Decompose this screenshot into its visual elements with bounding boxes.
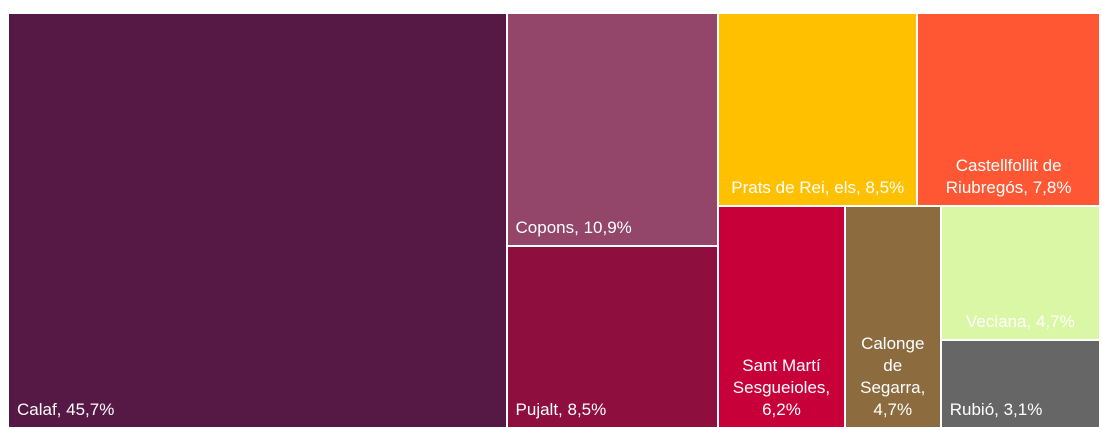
treemap-cell: Sant Martí Sesgueioles, 6,2% [718, 206, 845, 428]
treemap-cell: Calaf, 45,7% [8, 13, 507, 428]
cell-label: Castellfollit de Riubregós, 7,8% [945, 156, 1072, 198]
cell-label: Calaf, 45,7% [17, 400, 115, 419]
cell-label: Calonge de Segarra, 4,7% [860, 333, 926, 419]
treemap-cell: Pujalt, 8,5% [506, 246, 719, 428]
treemap-cell: Castellfollit de Riubregós, 7,8% [917, 13, 1100, 207]
cell-label: Prats de Rei, els, 8,5% [731, 178, 905, 198]
treemap-cell: Copons, 10,9% [506, 13, 719, 247]
treemap-cell: Veciana, 4,7% [940, 206, 1100, 340]
cell-label: Pujalt, 8,5% [515, 399, 607, 419]
cell-label: Veciana, 4,7% [966, 311, 1075, 331]
treemap-cell: Prats de Rei, els, 8,5% [718, 13, 918, 207]
cell-label: Copons, 10,9% [515, 218, 632, 238]
cell-label: Sant Martí Sesgueioles, 6,2% [732, 355, 831, 419]
treemap-cell: Calonge de Segarra, 4,7% [844, 206, 941, 428]
treemap-cell: Rubió, 3,1% [940, 339, 1100, 428]
cell-label: Rubió, 3,1% [949, 399, 1043, 419]
